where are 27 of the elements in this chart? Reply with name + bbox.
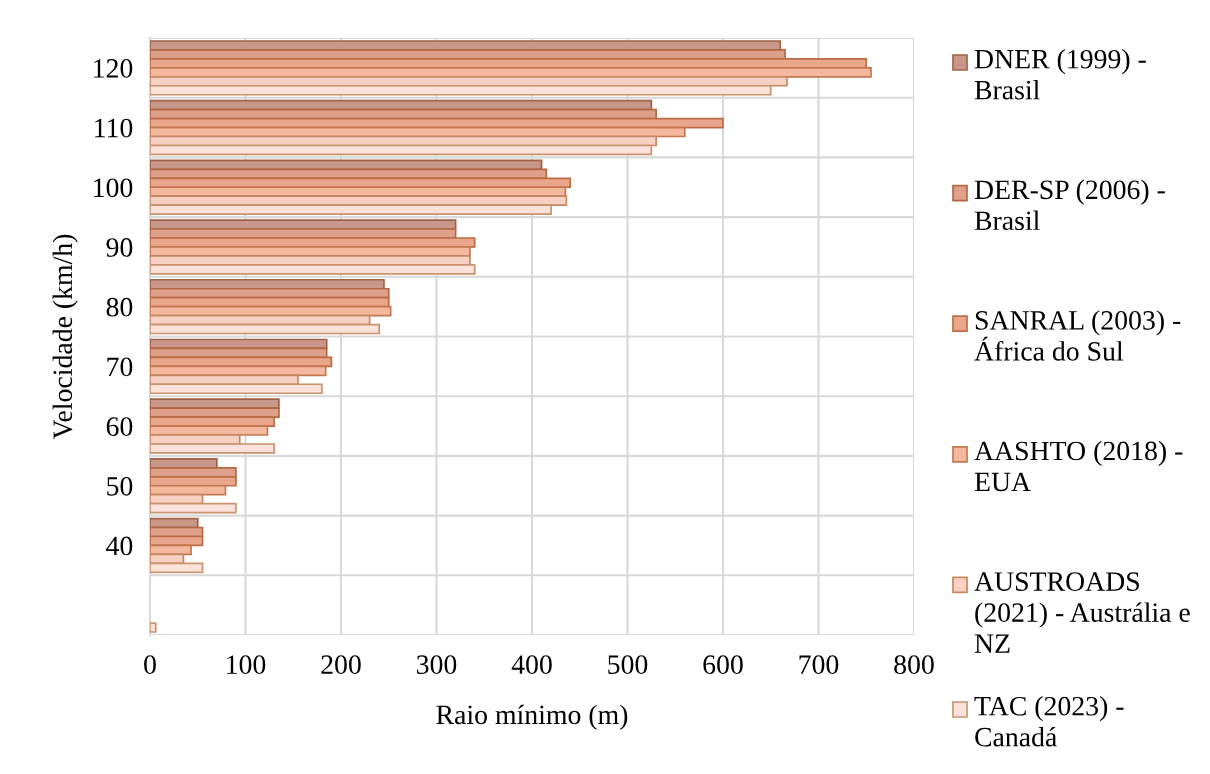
legend-label: DER-SP (2006) - Brasil <box>974 179 1165 231</box>
y-tick-label: 80 <box>106 297 133 317</box>
x-tick-label: 500 <box>608 655 648 674</box>
y-tick-label: 100 <box>94 178 133 198</box>
x-tick-label: 300 <box>416 655 457 674</box>
y-tick-label: 120 <box>94 59 133 78</box>
y-axis-title: Velocidade (km/h) <box>52 234 78 440</box>
legend-label: SANRAL (2003) - África do Sul <box>974 310 1181 361</box>
x-tick-label: 0 <box>144 655 156 674</box>
y-tick-label: 110 <box>95 118 133 138</box>
x-tick-label: 100 <box>227 655 266 674</box>
x-tick-label: 400 <box>511 655 552 674</box>
y-tick-label: 50 <box>107 476 133 496</box>
y-tick-label: 60 <box>106 417 133 436</box>
y-tick-label: 70 <box>107 357 133 377</box>
x-tick-label: 800 <box>894 655 934 674</box>
legend-label: DNER (1999) - Brasil <box>974 49 1146 100</box>
legend-label: TAC (2023) - Canadá <box>974 696 1124 747</box>
y-tick-label: 90 <box>106 238 133 257</box>
x-tick-label: 600 <box>703 655 743 674</box>
legend-label: AUSTROADS (2021) - Austrália e NZ <box>974 572 1190 653</box>
bar <box>150 622 157 633</box>
x-tick-label: 200 <box>321 655 361 674</box>
legend-label: AASHTO (2018) - EUA <box>974 440 1183 492</box>
y-tick-label: 40 <box>106 536 133 556</box>
x-axis-title: Raio mínimo (m) <box>436 704 628 730</box>
x-tick-label: 700 <box>799 655 839 674</box>
